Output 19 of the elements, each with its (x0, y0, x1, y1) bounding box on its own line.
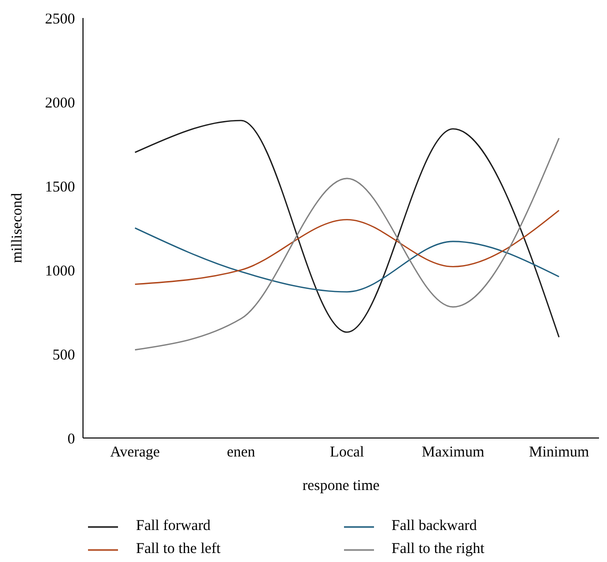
line-series (134, 210, 560, 285)
x-tick-label: Local (330, 444, 364, 461)
x-tick-label: Average (110, 444, 160, 461)
x-tick-label: Maximum (422, 444, 485, 461)
y-tick-label: 1000 (45, 263, 75, 280)
legend-label: Fall to the right (392, 541, 484, 558)
legend-label: Fall backward (392, 518, 477, 535)
y-tick-label: 2000 (45, 95, 75, 112)
y-tick-label: 500 (52, 347, 75, 364)
legend-label: Fall forward (136, 518, 211, 535)
y-tick-label: 2500 (45, 11, 75, 28)
y-axis-title: millisecond (9, 192, 26, 263)
legend-label: Fall to the left (136, 541, 221, 558)
x-tick-label: enen (226, 444, 256, 461)
x-axis-title: respone time (302, 478, 380, 494)
x-tick-label: Minimum (528, 444, 590, 461)
y-tick-label: 1500 (45, 179, 75, 196)
line-series (134, 227, 560, 292)
y-tick-label: 0 (68, 431, 75, 448)
